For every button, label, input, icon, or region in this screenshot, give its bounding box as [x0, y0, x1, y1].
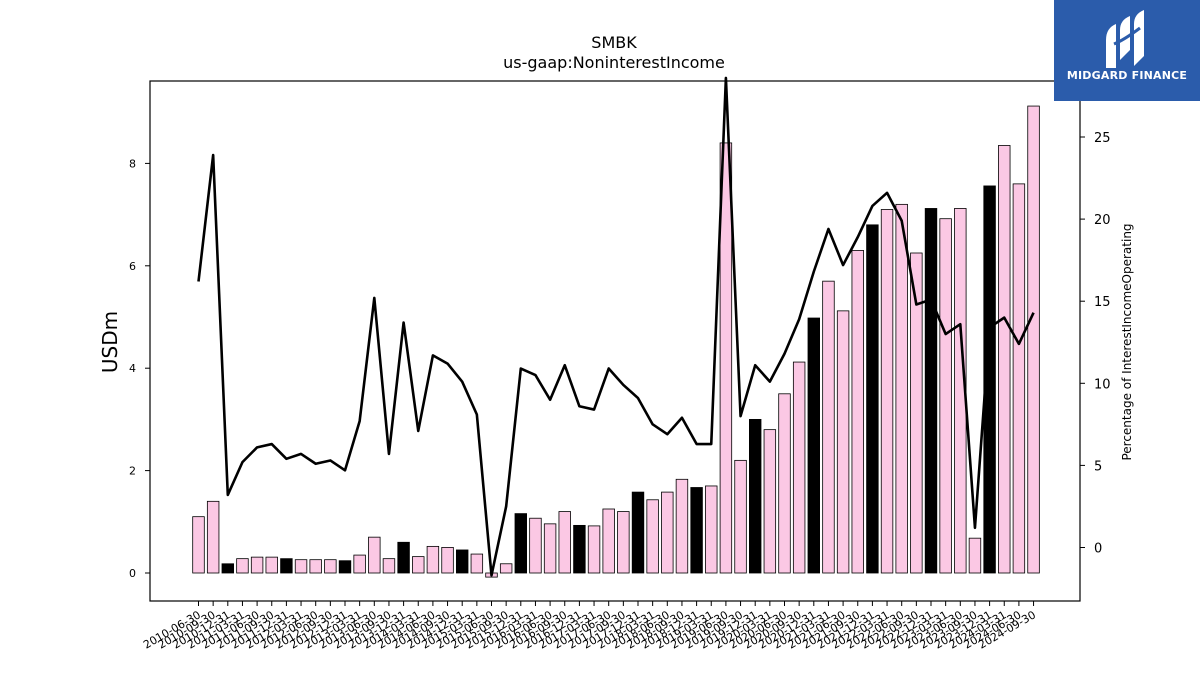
bar-2013-12-31 [397, 541, 410, 574]
bar-2022-06-30 [895, 203, 908, 574]
bar-2014-03-31 [412, 556, 425, 574]
y-tick-label: 8 [129, 157, 136, 170]
y2-tick-label: 25 [1094, 131, 1111, 146]
y2-tick-label: 15 [1094, 295, 1111, 310]
bar-2023-12-31 [983, 185, 996, 574]
bar-2016-12-31 [573, 524, 586, 574]
logo-text: MIDGARD FINANCE [1066, 69, 1188, 82]
y2-tick-label: 20 [1094, 213, 1111, 228]
bar-2018-06-30 [661, 491, 674, 574]
bar-2014-09-30 [441, 547, 454, 574]
bar-2017-03-31 [587, 525, 601, 574]
chart-title: SMBK [591, 33, 637, 52]
bar-2020-06-30 [778, 393, 791, 574]
y2-axis-label: Percentage of InterestIncomeOperating [1120, 223, 1134, 460]
bar-2019-06-30 [719, 142, 733, 574]
bar-2018-09-30 [675, 478, 689, 574]
bar-2018-12-31 [690, 487, 703, 574]
bar-series [192, 105, 1040, 578]
bar-2011-03-31 [236, 558, 249, 574]
bar-2016-09-30 [558, 511, 571, 574]
bar-2014-06-30 [426, 545, 440, 574]
bar-2010-12-31 [221, 563, 235, 574]
bar-2022-09-30 [910, 252, 923, 574]
y2-tick-label: 5 [1094, 459, 1102, 474]
brand-logo: MIDGARD FINANCE [1054, 0, 1200, 101]
line-series [197, 76, 1035, 577]
bar-2016-06-30 [543, 523, 557, 574]
bar-2010-09-30 [206, 500, 220, 574]
axes: 0246805101520252010-06-302010-09-302010-… [129, 80, 1111, 652]
plot-frame [149, 80, 1081, 602]
y-axis-label: USDm [98, 311, 122, 373]
bar-2017-12-31 [631, 491, 645, 574]
bar-2012-06-30 [309, 559, 322, 574]
bar-2011-09-30 [265, 556, 278, 574]
chart-subtitle: us-gaap:NoninterestIncome [503, 53, 725, 72]
bar-2015-03-31 [470, 553, 484, 574]
y-tick-label: 0 [129, 567, 136, 580]
y-tick-label: 6 [129, 260, 136, 273]
bar-2012-09-30 [324, 559, 337, 574]
bar-2024-09-30 [1027, 105, 1040, 574]
bar-2021-12-31 [866, 224, 879, 574]
bar-2011-12-31 [280, 558, 293, 574]
y-tick-label: 2 [129, 465, 136, 478]
bar-2010-06-30 [192, 516, 205, 574]
bar-2019-03-31 [705, 485, 718, 574]
y2-tick-label: 10 [1094, 377, 1111, 392]
bar-2023-09-30 [968, 537, 982, 574]
bar-2020-09-30 [792, 361, 806, 574]
bar-2020-03-31 [763, 429, 777, 574]
bar-2013-06-30 [368, 536, 381, 574]
bar-2013-09-30 [382, 558, 396, 574]
bar-2015-12-31 [514, 513, 528, 574]
bar-2019-12-31 [749, 418, 762, 574]
bar-2024-03-31 [998, 145, 1011, 574]
bar-2011-06-30 [250, 556, 264, 574]
bar-2021-06-30 [836, 310, 850, 574]
bar-2022-12-31 [924, 208, 938, 574]
y2-tick-label: 0 [1094, 542, 1102, 557]
bar-2013-03-31 [353, 554, 366, 574]
y-tick-label: 4 [129, 362, 136, 375]
bar-2020-12-31 [807, 317, 821, 574]
bar-2019-09-30 [734, 459, 747, 574]
bar-2022-03-31 [880, 209, 894, 574]
bar-2017-06-30 [602, 508, 615, 574]
bar-2012-12-31 [338, 560, 352, 574]
bar-2021-09-30 [851, 250, 864, 574]
bar-2017-09-30 [617, 511, 630, 574]
bar-2012-03-31 [294, 559, 308, 574]
bar-2018-03-31 [646, 499, 659, 574]
bar-2016-03-31 [529, 517, 542, 574]
midgard-logo-icon [1106, 10, 1144, 68]
percentage-line [197, 76, 1035, 577]
bar-2023-03-31 [939, 218, 952, 574]
bar-2014-12-31 [455, 549, 469, 574]
bar-2024-06-30 [1012, 183, 1026, 574]
bar-2015-09-30 [499, 563, 513, 574]
bar-2021-03-31 [822, 280, 835, 574]
